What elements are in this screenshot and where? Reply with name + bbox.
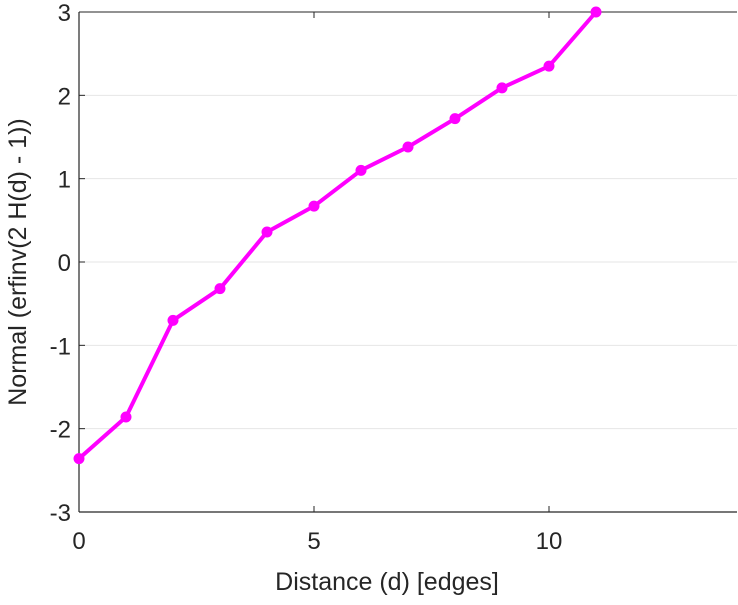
data-point (261, 226, 273, 238)
y-tick-label: -3 (50, 500, 71, 527)
axes (78, 11, 737, 513)
x-tick-label: 10 (536, 528, 563, 555)
y-axis-label: Normal (erfinv(2 H(d) - 1)) (4, 118, 32, 406)
x-tick-label: 5 (307, 528, 320, 555)
tick-labels: -3 -2 -1 0 1 2 3 0 5 10 (50, 0, 563, 555)
data-point (449, 113, 461, 125)
series (73, 6, 602, 465)
x-axis-label: Distance (d) [edges] (275, 568, 499, 596)
data-point (214, 283, 226, 295)
data-point (543, 60, 555, 72)
y-tick-label: 1 (58, 167, 71, 194)
data-point (496, 82, 508, 94)
data-point (167, 314, 179, 326)
y-tick-label: -2 (50, 417, 71, 444)
data-point (355, 164, 367, 176)
y-tick-label: 3 (58, 0, 71, 27)
y-tick-label: -1 (50, 333, 71, 360)
data-point (402, 141, 414, 153)
series-line (77, 10, 598, 461)
data-point (73, 453, 85, 465)
y-tick-label: 0 (58, 250, 71, 277)
x-tick-label: 0 (72, 528, 85, 555)
data-point (120, 411, 132, 423)
data-point (308, 200, 320, 212)
data-point (590, 6, 602, 18)
y-tick-label: 2 (58, 83, 71, 110)
grid-lines (79, 94, 737, 430)
